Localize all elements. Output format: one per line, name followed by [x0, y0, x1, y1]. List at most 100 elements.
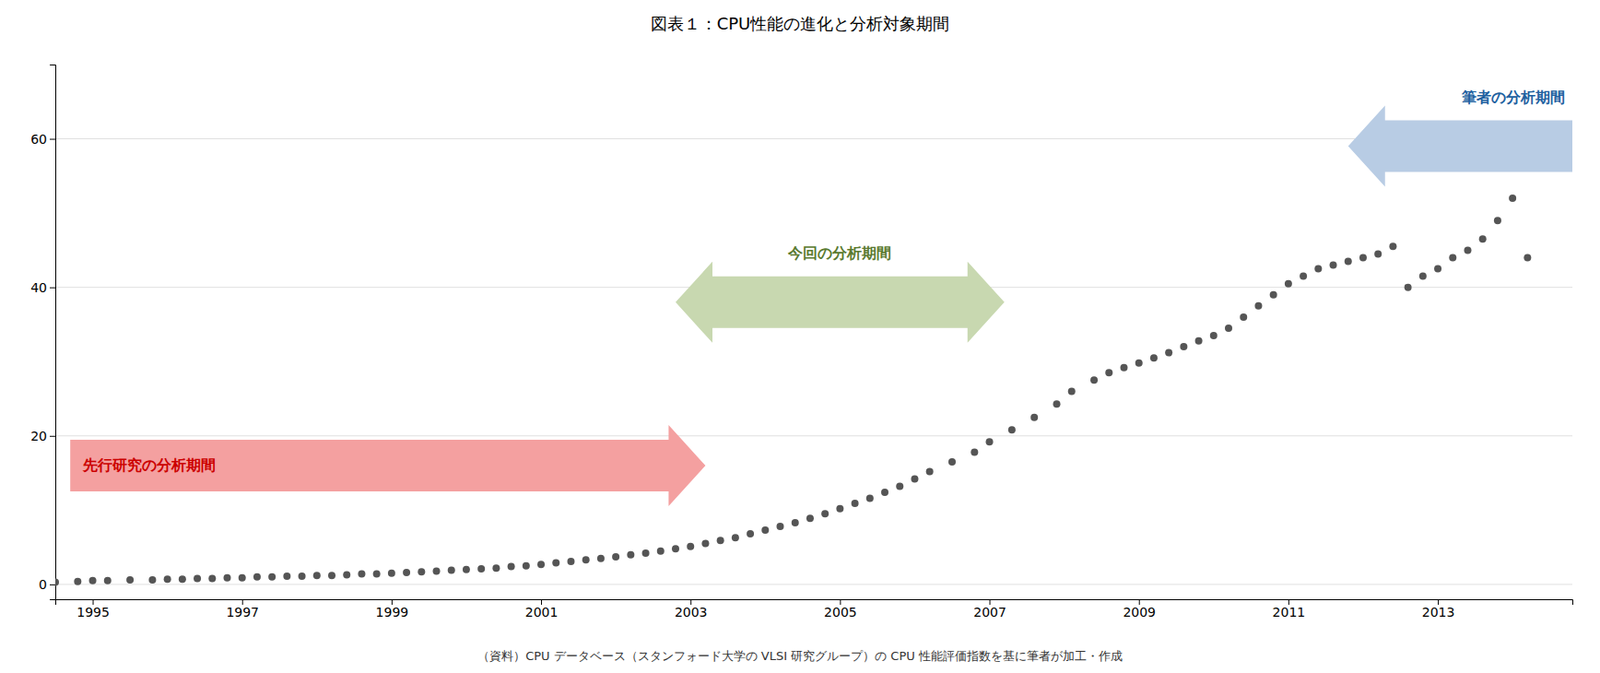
point: [552, 559, 560, 567]
annotation-label: 筆者の分析期間: [1460, 88, 1565, 106]
point: [851, 499, 859, 507]
point: [55, 577, 59, 586]
y-tick-mark: [49, 435, 56, 437]
x-tick-label: 2011: [1272, 604, 1306, 620]
plot-area: [55, 105, 1573, 587]
chart: 1995199719992001200320052007200920112013…: [0, 0, 1600, 673]
grid-line: [55, 435, 1573, 436]
point: [282, 572, 291, 580]
point: [1135, 359, 1143, 367]
point: [1090, 376, 1098, 384]
y-tick-label: 0: [38, 576, 48, 592]
y-tick-label: 60: [30, 131, 48, 147]
point: [626, 551, 635, 559]
point: [1068, 387, 1076, 395]
point: [1150, 353, 1158, 362]
y-tick: 20: [30, 428, 56, 444]
caption: （資料）CPU データベース（スタンフォード大学の VLSI 研究グループ）の …: [477, 648, 1123, 663]
point: [1508, 194, 1517, 202]
y-tick: 60: [30, 131, 56, 147]
point: [1419, 272, 1427, 281]
point: [104, 576, 112, 585]
point: [492, 564, 500, 572]
x-tick-label: 2007: [973, 604, 1007, 620]
point: [791, 518, 800, 527]
y-tick-mark: [49, 139, 56, 141]
period-arrow: [675, 261, 1005, 343]
point: [948, 458, 956, 466]
point: [597, 554, 605, 563]
x-tick-label: 2013: [1422, 604, 1456, 620]
point: [462, 565, 471, 574]
point: [1119, 364, 1128, 372]
point: [1344, 257, 1353, 265]
point: [1210, 331, 1218, 340]
point: [1463, 246, 1471, 254]
point: [402, 568, 411, 577]
point: [776, 522, 785, 530]
x-tick: 2005: [823, 599, 858, 620]
point: [507, 563, 516, 571]
grid: [55, 139, 1573, 585]
grid-line: [55, 138, 1573, 140]
y-tick-mark: [49, 287, 56, 289]
point: [328, 571, 336, 579]
point: [89, 576, 97, 585]
point: [477, 564, 485, 573]
point: [701, 540, 709, 548]
x-tick-label: 2005: [823, 604, 858, 620]
point: [717, 536, 725, 544]
x-tick-label: 1997: [225, 604, 259, 620]
x-tick-label: 2009: [1122, 604, 1156, 620]
point: [178, 575, 187, 583]
point: [731, 533, 740, 542]
x-axis: 1995199719992001200320052007200920112013: [56, 599, 1574, 620]
point: [447, 566, 456, 575]
point: [208, 574, 216, 582]
point: [373, 570, 381, 578]
point: [1224, 324, 1233, 332]
point: [164, 575, 172, 583]
point: [1008, 425, 1016, 434]
x-tick: 1997: [225, 599, 259, 620]
point: [388, 569, 396, 577]
point: [657, 547, 665, 555]
point: [1254, 302, 1262, 310]
x-tick: 2013: [1422, 599, 1456, 620]
point: [1404, 283, 1412, 292]
x-tick: 2011: [1272, 599, 1306, 620]
point: [1030, 413, 1038, 422]
annotation-labels: 先行研究の分析期間今回の分析期間筆者の分析期間: [82, 88, 1565, 474]
x-tick-label: 2003: [674, 604, 708, 620]
period-arrow: [1348, 105, 1573, 188]
point: [193, 574, 201, 582]
point: [433, 566, 441, 575]
point: [1053, 400, 1061, 408]
x-tick-label: 1995: [76, 604, 110, 620]
period-arrow: [70, 424, 706, 506]
point: [566, 557, 575, 565]
point: [253, 573, 261, 581]
point: [313, 571, 321, 579]
point: [1299, 272, 1307, 281]
y-tick: 0: [38, 576, 56, 592]
x-tick-label: 2001: [525, 604, 559, 620]
point: [1479, 235, 1487, 243]
title: 図表１：CPU性能の進化と分析対象期間: [650, 13, 951, 34]
point: [1179, 342, 1188, 351]
point: [1329, 261, 1338, 270]
point: [986, 437, 994, 446]
point: [821, 509, 829, 518]
point: [298, 572, 306, 580]
point: [895, 482, 904, 491]
point: [746, 529, 754, 538]
point: [1448, 253, 1457, 261]
point: [417, 567, 425, 576]
grid-line: [55, 583, 1573, 585]
point: [582, 555, 590, 564]
point: [238, 574, 247, 582]
point: [926, 467, 934, 475]
x-tick: 2009: [1122, 599, 1156, 620]
point: [1164, 349, 1173, 357]
point: [611, 552, 620, 561]
